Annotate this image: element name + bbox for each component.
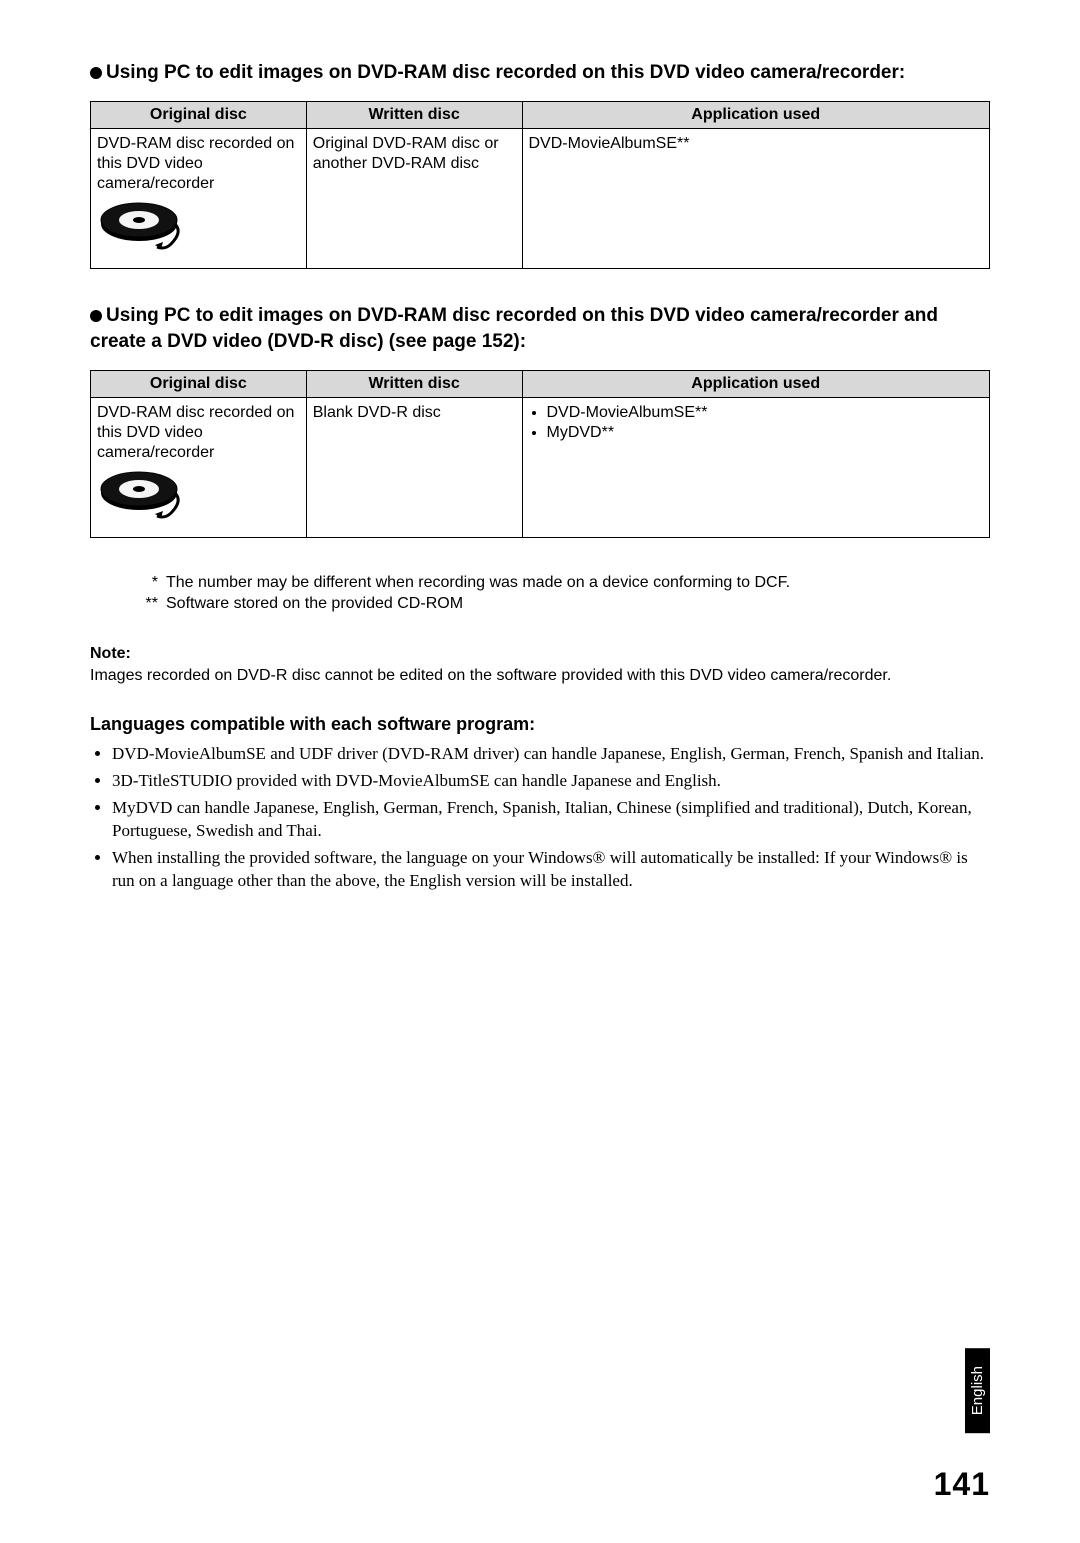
- app-list: DVD-MovieAlbumSE** MyDVD**: [529, 403, 984, 443]
- cell-written: Blank DVD-R disc: [306, 397, 522, 537]
- col-written-disc: Written disc: [306, 101, 522, 128]
- note-text: Images recorded on DVD-R disc cannot be …: [90, 667, 891, 684]
- col-written-disc: Written disc: [306, 370, 522, 397]
- col-application-used: Application used: [522, 101, 990, 128]
- page-number: 141: [934, 1466, 990, 1503]
- section1-heading-text: Using PC to edit images on DVD-RAM disc …: [106, 62, 905, 83]
- cell-original: DVD-RAM disc recorded on this DVD video …: [97, 404, 294, 461]
- footnote-symbol: **: [138, 593, 166, 615]
- languages-list: DVD-MovieAlbumSE and UDF driver (DVD-RAM…: [90, 743, 990, 893]
- footnotes: * The number may be different when recor…: [138, 572, 990, 615]
- app-item: MyDVD**: [547, 423, 984, 443]
- section2-heading: Using PC to edit images on DVD-RAM disc …: [90, 303, 990, 356]
- table-row: DVD-RAM disc recorded on this DVD video …: [91, 397, 990, 537]
- languages-heading: Languages compatible with each software …: [90, 714, 990, 735]
- footnote-symbol: *: [138, 572, 166, 594]
- cell-app: DVD-MovieAlbumSE**: [529, 135, 690, 152]
- list-item: DVD-MovieAlbumSE and UDF driver (DVD-RAM…: [112, 743, 990, 766]
- footnote-text: Software stored on the provided CD-ROM: [166, 593, 463, 615]
- cell-written: Original DVD-RAM disc or another DVD-RAM…: [306, 128, 522, 268]
- bullet-icon: [90, 310, 102, 322]
- note-label: Note:: [90, 645, 131, 662]
- table-row: DVD-RAM disc recorded on this DVD video …: [91, 128, 990, 268]
- col-original-disc: Original disc: [91, 101, 307, 128]
- app-item: DVD-MovieAlbumSE**: [547, 403, 984, 423]
- disc-icon: [97, 202, 300, 258]
- note-block: Note: Images recorded on DVD-R disc cann…: [90, 643, 990, 686]
- bullet-icon: [90, 67, 102, 79]
- col-application-used: Application used: [522, 370, 990, 397]
- list-item: MyDVD can handle Japanese, English, Germ…: [112, 797, 990, 843]
- section2-table: Original disc Written disc Application u…: [90, 370, 990, 538]
- language-tab: English: [965, 1348, 990, 1433]
- cell-original: DVD-RAM disc recorded on this DVD video …: [97, 135, 294, 192]
- list-item: 3D-TitleSTUDIO provided with DVD-MovieAl…: [112, 770, 990, 793]
- col-original-disc: Original disc: [91, 370, 307, 397]
- section1-heading: Using PC to edit images on DVD-RAM disc …: [90, 60, 990, 87]
- section2-heading-text: Using PC to edit images on DVD-RAM disc …: [90, 305, 938, 353]
- section1-table: Original disc Written disc Application u…: [90, 101, 990, 269]
- list-item: When installing the provided software, t…: [112, 847, 990, 893]
- footnote-text: The number may be different when recordi…: [166, 572, 790, 594]
- disc-icon: [97, 471, 300, 527]
